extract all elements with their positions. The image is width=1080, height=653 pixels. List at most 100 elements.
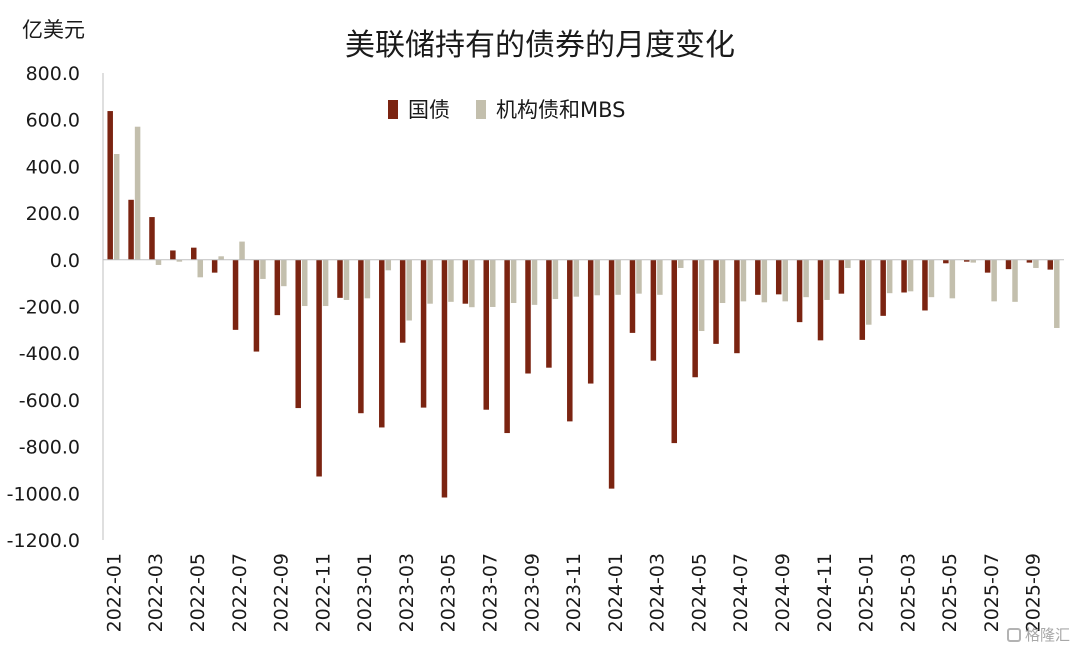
x-tick-label: 2023-05 <box>438 553 460 632</box>
bar-agency-mbs <box>406 259 412 321</box>
x-tick-label: 2022-07 <box>229 553 251 632</box>
bar-treasury <box>337 259 343 298</box>
bar-agency-mbs <box>113 154 120 260</box>
x-tick-label: 2023-03 <box>396 553 418 632</box>
x-tick-label: 2025-07 <box>981 553 1003 632</box>
y-tick-label: -400.0 <box>19 343 80 365</box>
y-tick-label: 800.0 <box>26 63 80 85</box>
bar-agency-mbs <box>134 126 141 260</box>
bar-agency-mbs <box>949 259 956 299</box>
bar-agency-mbs <box>364 259 371 299</box>
bar-treasury <box>191 247 197 260</box>
y-tick-label: 0.0 <box>50 250 80 272</box>
bar-treasury <box>817 259 824 341</box>
bar-agency-mbs <box>886 259 893 294</box>
bar-agency-mbs <box>197 259 204 278</box>
bar-agency-mbs <box>907 259 914 292</box>
bar-treasury <box>963 259 970 262</box>
bar-treasury <box>587 259 594 384</box>
bar-treasury <box>504 259 510 434</box>
bar-agency-mbs <box>824 259 830 300</box>
x-tick-label: 2025-05 <box>939 553 961 632</box>
bar-agency-mbs <box>866 259 872 325</box>
bar-treasury <box>316 259 322 477</box>
bar-agency-mbs <box>448 259 454 302</box>
bar-treasury <box>796 259 803 323</box>
bar-agency-mbs <box>928 259 935 298</box>
x-tick-label: 2022-05 <box>187 553 209 632</box>
bar-agency-mbs <box>260 259 266 279</box>
bar-agency-mbs <box>636 259 642 294</box>
bar-treasury <box>650 259 657 361</box>
bar-agency-mbs <box>1012 259 1018 302</box>
bar-treasury <box>232 259 239 330</box>
bar-agency-mbs <box>239 241 245 260</box>
x-tick-label: 2024-05 <box>688 553 710 632</box>
y-axis-unit-label: 亿美元 <box>22 18 85 42</box>
bar-agency-mbs <box>469 259 475 308</box>
watermark-logo-icon <box>1006 627 1021 642</box>
x-tick-label: 2022-11 <box>312 553 334 632</box>
bar-treasury <box>943 259 949 264</box>
bar-agency-mbs <box>803 259 809 298</box>
bar-treasury <box>859 259 866 340</box>
bar-treasury <box>274 259 281 316</box>
bar-treasury <box>149 217 155 260</box>
legend-swatch-agency-mbs <box>476 99 486 119</box>
bar-treasury <box>420 259 427 408</box>
bar-agency-mbs <box>678 259 684 268</box>
bar-treasury <box>546 259 552 368</box>
bar-agency-mbs <box>489 259 496 307</box>
bar-treasury <box>358 259 364 414</box>
x-tick-label: 2025-03 <box>897 553 919 632</box>
bar-treasury <box>295 259 301 409</box>
y-tick-label: 600.0 <box>26 110 80 132</box>
bar-treasury <box>734 259 740 354</box>
bar-treasury <box>462 259 469 304</box>
bar-treasury <box>713 259 719 344</box>
x-tick-label: 2024-07 <box>730 553 752 632</box>
bar-treasury <box>671 259 678 444</box>
bar-agency-mbs <box>510 259 517 303</box>
y-tick-label: -1200.0 <box>7 530 80 552</box>
bar-treasury <box>128 199 134 260</box>
bar-treasury <box>1026 259 1033 263</box>
bar-treasury <box>755 259 761 295</box>
bar-agency-mbs <box>427 259 433 304</box>
bar-agency-mbs <box>531 259 538 305</box>
bar-agency-mbs <box>615 259 621 295</box>
bar-agency-mbs <box>281 259 287 287</box>
bar-agency-mbs <box>1033 259 1039 268</box>
bar-agency-mbs <box>322 259 329 307</box>
bar-treasury <box>629 259 636 333</box>
bar-treasury <box>107 111 113 260</box>
bar-agency-mbs <box>594 259 600 296</box>
x-tick-label: 2024-09 <box>772 553 794 632</box>
y-tick-label: -1000.0 <box>7 483 80 505</box>
bar-agency-mbs <box>740 259 747 302</box>
legend-label-treasury: 国债 <box>408 98 450 122</box>
bar-treasury <box>901 259 907 293</box>
legend-item-agency-mbs: 机构债和MBS <box>476 94 626 124</box>
bar-treasury <box>692 259 698 378</box>
y-tick-label: -800.0 <box>19 437 80 459</box>
legend-item-treasury: 国债 <box>388 94 450 124</box>
bar-agency-mbs <box>782 259 788 302</box>
bar-agency-mbs <box>761 259 768 303</box>
bar-agency-mbs <box>970 259 976 263</box>
bar-agency-mbs <box>552 259 559 300</box>
bar-agency-mbs <box>991 259 997 302</box>
x-tick-label: 2024-03 <box>647 553 669 632</box>
x-tick-label: 2024-11 <box>814 553 836 632</box>
y-tick-label: -200.0 <box>19 297 80 319</box>
bar-treasury <box>984 259 991 273</box>
x-tick-label: 2022-09 <box>271 553 293 632</box>
chart-title: 美联储持有的债券的月度变化 <box>345 28 735 63</box>
bar-treasury <box>379 259 385 428</box>
bar-agency-mbs <box>719 259 726 303</box>
bar-agency-mbs <box>176 259 183 262</box>
bar-treasury <box>608 259 615 489</box>
chart-legend: 国债 机构债和MBS <box>388 94 652 124</box>
bar-treasury <box>211 259 218 273</box>
bar-agency-mbs <box>657 259 663 295</box>
